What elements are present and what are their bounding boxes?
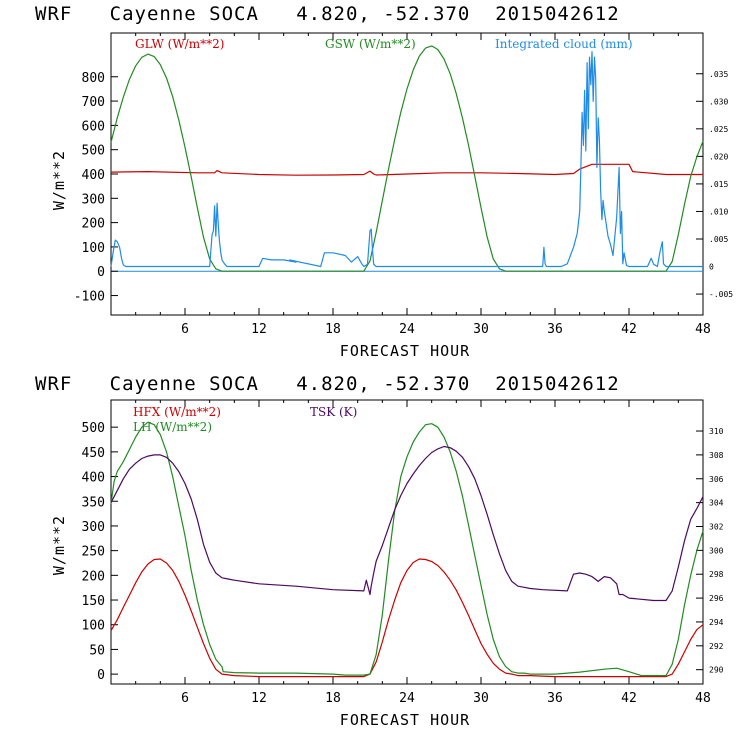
y-tick-label: 100 bbox=[82, 619, 105, 634]
right-tick-label: 306 bbox=[709, 475, 724, 484]
y-tick-label: 500 bbox=[82, 421, 105, 436]
chart1-legend-cloud: Integrated cloud (mm) bbox=[495, 37, 633, 51]
right-tick-label: 304 bbox=[709, 499, 724, 508]
right-tick-label: .030 bbox=[709, 97, 728, 106]
x-tick-label: 30 bbox=[473, 322, 489, 337]
chart2-legend-tsk: TSK (K) bbox=[310, 405, 357, 419]
right-tick-label: 292 bbox=[709, 642, 724, 651]
right-tick-label: .015 bbox=[709, 180, 728, 189]
chart1-right-axis: -.005 0 .005 .010 .015 .020 .025 .030 .035 bbox=[696, 70, 733, 299]
chart2-ylabel: W/m**2 bbox=[50, 515, 68, 575]
chart2-y-axis: 0 50 100 150 200 250 300 350 400 450 500 bbox=[82, 421, 118, 683]
right-tick-label: .025 bbox=[709, 125, 728, 134]
x-tick-label: 6 bbox=[181, 322, 189, 337]
chart2-x-axis: 6 12 18 24 30 36 42 48 bbox=[135, 400, 711, 706]
x-tick-label: 12 bbox=[251, 322, 267, 337]
x-tick-label: 36 bbox=[547, 322, 563, 337]
y-tick-label: 700 bbox=[82, 95, 105, 110]
y-tick-label: 400 bbox=[82, 168, 105, 183]
right-tick-label: 300 bbox=[709, 546, 724, 555]
right-tick-label: .010 bbox=[709, 207, 728, 216]
chart1-legend-glw: GLW (W/m**2) bbox=[135, 37, 224, 51]
series-glw-line bbox=[110, 163, 703, 176]
y-tick-label: 400 bbox=[82, 471, 105, 486]
right-tick-label: 296 bbox=[709, 594, 724, 603]
right-tick-label: .035 bbox=[709, 70, 728, 79]
chart2-legend-hfx: HFX (W/m**2) bbox=[133, 405, 221, 419]
x-tick-label: 48 bbox=[695, 691, 711, 706]
series-integrated-line bbox=[110, 51, 703, 268]
chart1-series bbox=[110, 45, 704, 272]
right-tick-label: 294 bbox=[709, 618, 724, 627]
chart2-xlabel: FORECAST HOUR bbox=[340, 711, 470, 729]
y-tick-label: -100 bbox=[74, 290, 105, 305]
right-tick-label: 302 bbox=[709, 522, 724, 531]
series-lh-line bbox=[110, 421, 704, 677]
x-tick-label: 30 bbox=[473, 691, 489, 706]
y-tick-label: 0 bbox=[97, 668, 105, 683]
x-tick-label: 48 bbox=[695, 322, 711, 337]
chart-radiation: WRF Cayenne SOCA 4.820, -52.370 20150426… bbox=[35, 3, 733, 360]
chart1-ylabel: W/m**2 bbox=[50, 150, 68, 210]
chart1-title: WRF Cayenne SOCA 4.820, -52.370 20150426… bbox=[35, 3, 620, 25]
y-tick-label: 450 bbox=[82, 446, 105, 461]
right-tick-label: 310 bbox=[709, 427, 724, 436]
x-tick-label: 12 bbox=[251, 691, 267, 706]
series-hfx-line bbox=[110, 558, 704, 678]
y-tick-label: 100 bbox=[82, 241, 105, 256]
series-gsw-line bbox=[110, 45, 704, 272]
chart2-series bbox=[110, 421, 704, 678]
chart1-x-axis: 6 12 18 24 30 36 42 48 bbox=[135, 33, 711, 337]
chart1-legend-gsw: GSW (W/m**2) bbox=[325, 37, 416, 51]
y-tick-label: 200 bbox=[82, 217, 105, 232]
y-tick-label: 200 bbox=[82, 569, 105, 584]
right-tick-label: .020 bbox=[709, 152, 728, 161]
y-tick-label: 600 bbox=[82, 119, 105, 134]
chart2-right-axis: 290 292 294 296 298 300 302 304 306 308 310 bbox=[696, 427, 724, 675]
right-tick-label: -.005 bbox=[709, 290, 733, 299]
chart1-y-axis: -100 0 100 200 300 400 500 600 700 800 bbox=[74, 71, 118, 305]
y-tick-label: 300 bbox=[82, 192, 105, 207]
right-tick-label: 298 bbox=[709, 570, 724, 579]
right-tick-label: .005 bbox=[709, 235, 728, 244]
x-tick-label: 42 bbox=[621, 322, 637, 337]
y-tick-label: 50 bbox=[89, 643, 105, 658]
y-tick-label: 150 bbox=[82, 594, 105, 609]
y-tick-label: 350 bbox=[82, 495, 105, 510]
x-tick-label: 18 bbox=[325, 322, 341, 337]
chart2-legend-lh: LH (W/m**2) bbox=[133, 420, 212, 434]
x-tick-label: 42 bbox=[621, 691, 637, 706]
series-tsk-line bbox=[110, 445, 704, 602]
y-tick-label: 800 bbox=[82, 71, 105, 86]
right-tick-label: 0 bbox=[709, 263, 714, 272]
chart2-title: WRF Cayenne SOCA 4.820, -52.370 20150426… bbox=[35, 373, 620, 395]
y-tick-label: 300 bbox=[82, 520, 105, 535]
x-tick-label: 36 bbox=[547, 691, 563, 706]
y-tick-label: 250 bbox=[82, 545, 105, 560]
x-tick-label: 24 bbox=[399, 322, 415, 337]
right-tick-label: 290 bbox=[709, 666, 724, 675]
x-tick-label: 24 bbox=[399, 691, 415, 706]
chart2-plot-frame bbox=[110, 399, 704, 685]
chart1-xlabel: FORECAST HOUR bbox=[340, 342, 470, 360]
x-tick-label: 18 bbox=[325, 691, 341, 706]
chart-fluxes: WRF Cayenne SOCA 4.820, -52.370 20150426… bbox=[35, 373, 724, 729]
right-tick-label: 308 bbox=[709, 451, 724, 460]
x-tick-label: 6 bbox=[181, 691, 189, 706]
y-tick-label: 0 bbox=[97, 265, 105, 280]
y-tick-label: 500 bbox=[82, 144, 105, 159]
